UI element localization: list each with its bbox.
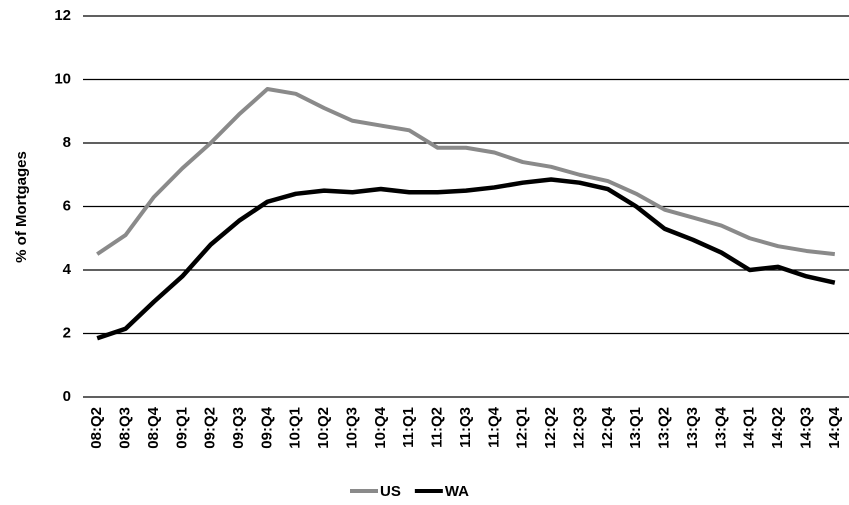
x-tick-label: 12:Q2 (542, 407, 559, 449)
y-tick-label: 4 (63, 261, 72, 278)
legend-label: WA (445, 483, 469, 500)
x-tick-label: 14:Q3 (797, 407, 814, 449)
x-tick-label: 10:Q2 (315, 407, 332, 449)
x-tick-label: 08:Q3 (117, 407, 134, 449)
x-tick-label: 14:Q4 (826, 406, 843, 448)
y-tick-label: 12 (54, 7, 71, 24)
x-tick-label: 11:Q1 (400, 407, 417, 448)
legend: US WA (350, 483, 469, 500)
x-tick-label: 14:Q2 (769, 407, 786, 449)
x-tick-label: 12:Q4 (599, 406, 616, 448)
x-tick-label: 10:Q4 (372, 406, 389, 448)
series-line (96, 87, 836, 257)
y-tick-label: 8 (63, 134, 71, 151)
x-tick-label: 13:Q3 (684, 407, 701, 449)
x-tick-label: 09:Q3 (230, 407, 247, 449)
x-tick-label: 13:Q2 (656, 407, 673, 449)
y-tick-label: 10 (54, 70, 71, 87)
x-tick-label: 12:Q3 (570, 407, 587, 449)
x-tick-label: 09:Q1 (173, 407, 190, 449)
y-tick-label: 0 (63, 388, 71, 405)
x-tick-label: 09:Q2 (202, 407, 219, 449)
x-tick-label: 10:Q1 (287, 407, 304, 449)
x-tick-label: 11:Q3 (457, 407, 474, 448)
legend-label: US (380, 483, 401, 500)
x-tick-label: 14:Q1 (741, 407, 758, 449)
x-tick-label: 11:Q4 (485, 406, 502, 448)
y-axis-label: % of Mortgages (13, 151, 30, 263)
x-tick-label: 13:Q1 (627, 407, 644, 449)
x-tick-label: 13:Q4 (712, 406, 729, 448)
x-tick-label: 12:Q1 (514, 407, 531, 449)
x-tick-label: 09:Q4 (258, 406, 275, 448)
y-tick-label: 6 (63, 197, 71, 214)
x-tick-label: 11:Q2 (429, 407, 446, 448)
x-tick-label: 08:Q4 (145, 406, 162, 448)
y-tick-label: 2 (63, 324, 71, 341)
x-tick-label: 08:Q2 (88, 407, 105, 449)
series-line (96, 177, 836, 341)
x-tick-label: 10:Q3 (343, 407, 360, 449)
